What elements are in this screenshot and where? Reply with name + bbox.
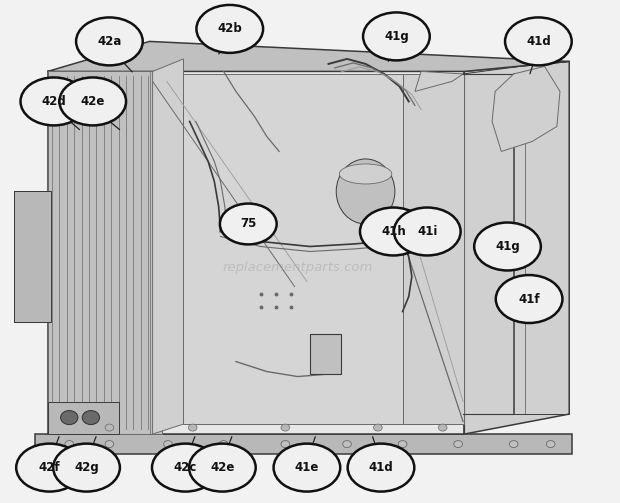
Polygon shape bbox=[48, 41, 569, 71]
Ellipse shape bbox=[505, 18, 572, 65]
FancyBboxPatch shape bbox=[14, 192, 51, 321]
Ellipse shape bbox=[76, 18, 143, 65]
Circle shape bbox=[546, 441, 555, 448]
Text: 41f: 41f bbox=[518, 293, 540, 305]
Circle shape bbox=[188, 424, 197, 431]
Text: 41h: 41h bbox=[381, 225, 405, 238]
Ellipse shape bbox=[273, 444, 340, 491]
Circle shape bbox=[61, 410, 78, 425]
Circle shape bbox=[398, 441, 407, 448]
Ellipse shape bbox=[339, 164, 392, 184]
Polygon shape bbox=[153, 59, 184, 434]
Polygon shape bbox=[48, 71, 464, 434]
Ellipse shape bbox=[360, 208, 427, 256]
Circle shape bbox=[65, 441, 74, 448]
Text: 41i: 41i bbox=[417, 225, 438, 238]
Text: 41e: 41e bbox=[294, 461, 319, 474]
Ellipse shape bbox=[60, 77, 126, 125]
Ellipse shape bbox=[16, 444, 83, 491]
Circle shape bbox=[510, 441, 518, 448]
Circle shape bbox=[82, 410, 100, 425]
Text: 41g: 41g bbox=[495, 240, 520, 253]
Polygon shape bbox=[464, 61, 569, 434]
Text: 41g: 41g bbox=[384, 30, 409, 43]
Circle shape bbox=[454, 441, 463, 448]
Polygon shape bbox=[492, 66, 560, 151]
FancyBboxPatch shape bbox=[402, 74, 464, 424]
Text: 41d: 41d bbox=[369, 461, 393, 474]
FancyBboxPatch shape bbox=[48, 71, 162, 434]
Ellipse shape bbox=[197, 5, 263, 53]
Circle shape bbox=[105, 441, 113, 448]
Text: 42e: 42e bbox=[210, 461, 234, 474]
FancyBboxPatch shape bbox=[48, 401, 118, 434]
Text: 42b: 42b bbox=[218, 23, 242, 35]
Ellipse shape bbox=[394, 208, 461, 256]
Text: replacementparts.com: replacementparts.com bbox=[223, 261, 373, 274]
Text: 75: 75 bbox=[240, 217, 257, 230]
Text: 42c: 42c bbox=[174, 461, 197, 474]
Circle shape bbox=[164, 441, 172, 448]
Circle shape bbox=[281, 441, 290, 448]
Ellipse shape bbox=[189, 444, 255, 491]
FancyBboxPatch shape bbox=[310, 334, 341, 374]
Text: 42e: 42e bbox=[81, 95, 105, 108]
Text: 41d: 41d bbox=[526, 35, 551, 48]
Circle shape bbox=[374, 424, 382, 431]
Ellipse shape bbox=[220, 204, 277, 244]
Ellipse shape bbox=[20, 77, 87, 125]
FancyBboxPatch shape bbox=[184, 74, 449, 424]
Ellipse shape bbox=[496, 275, 562, 323]
Ellipse shape bbox=[474, 222, 541, 271]
Circle shape bbox=[105, 424, 113, 431]
Ellipse shape bbox=[348, 444, 414, 491]
FancyBboxPatch shape bbox=[35, 434, 572, 454]
Circle shape bbox=[219, 441, 228, 448]
Text: 42a: 42a bbox=[97, 35, 122, 48]
Circle shape bbox=[438, 424, 447, 431]
Text: 42g: 42g bbox=[74, 461, 99, 474]
Ellipse shape bbox=[53, 444, 120, 491]
Text: 42f: 42f bbox=[38, 461, 60, 474]
Ellipse shape bbox=[336, 159, 395, 224]
Circle shape bbox=[281, 424, 290, 431]
Polygon shape bbox=[415, 71, 463, 92]
Ellipse shape bbox=[152, 444, 219, 491]
Text: 42d: 42d bbox=[42, 95, 66, 108]
Circle shape bbox=[343, 441, 352, 448]
Ellipse shape bbox=[363, 13, 430, 60]
